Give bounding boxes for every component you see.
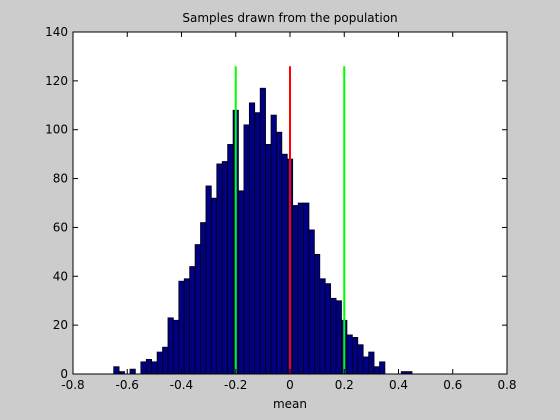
histogram-bar (319, 278, 326, 375)
x-tick-label: 0.8 (497, 378, 516, 392)
histogram-bar (324, 283, 332, 375)
histogram-bar (368, 351, 375, 375)
x-tick-label: -0.4 (170, 378, 193, 392)
x-tick-label: 0.6 (443, 378, 462, 392)
histogram-bar (221, 161, 228, 375)
histogram-bar (362, 356, 370, 375)
histogram-bar (151, 361, 158, 375)
y-tick-label: 20 (53, 318, 68, 332)
histogram-bar (346, 334, 353, 375)
chart-title: Samples drawn from the population (182, 11, 397, 25)
y-tick-label: 60 (53, 220, 68, 234)
histogram-bar (173, 319, 180, 375)
x-tick-label: -0.2 (224, 378, 247, 392)
histogram-bar (254, 112, 261, 375)
histogram-bar (357, 344, 364, 375)
histogram-bar (156, 351, 163, 375)
histogram-bar (129, 368, 136, 375)
histogram-bar (216, 163, 223, 375)
x-tick-label: -0.6 (116, 378, 139, 392)
histogram-bar (178, 280, 185, 375)
histogram-bar (113, 366, 120, 375)
histogram-bar (145, 358, 153, 375)
histogram-bar (276, 131, 283, 375)
x-tick-label: -0.8 (61, 378, 84, 392)
histogram-bar (373, 366, 380, 375)
histogram-bar (335, 300, 342, 375)
histogram-bar (140, 361, 147, 375)
y-tick-label: 40 (53, 269, 68, 283)
x-axis-label: mean (273, 397, 307, 411)
histogram-bar (238, 190, 245, 375)
histogram-bar (292, 205, 299, 375)
x-tick-label: 0.2 (335, 378, 354, 392)
histogram-bar (281, 153, 288, 375)
y-tick-label: 140 (45, 25, 68, 39)
y-tick-label: 80 (53, 172, 68, 186)
histogram-bar (297, 202, 304, 375)
histogram-bar (265, 144, 272, 375)
histogram-bar (162, 346, 169, 375)
reference-lines-layer (234, 66, 346, 374)
histogram-bar (308, 229, 315, 375)
histogram-bar (243, 124, 250, 375)
histogram-bar (210, 197, 218, 375)
y-tick-label: 0 (60, 367, 68, 381)
histogram-bar (227, 144, 234, 375)
histogram-bar (330, 297, 337, 375)
histogram-bar (200, 222, 207, 375)
x-tick-label: 0.4 (389, 378, 408, 392)
histogram-bar (189, 266, 196, 375)
histogram-bar (259, 87, 266, 375)
histogram-bar (303, 202, 310, 375)
histogram-bar (248, 102, 256, 375)
x-tick-label: 0 (286, 378, 294, 392)
histogram-bar (167, 317, 174, 375)
histogram-bar (205, 185, 212, 375)
y-tick-label: 100 (45, 123, 68, 137)
ticks-layer: -0.8 -0.6 -0.4 -0.2 0 0.2 0.4 0.6 0.8 0 20 40 60 80 10… (45, 25, 516, 392)
histogram-bar (194, 244, 201, 375)
histogram-bar (183, 278, 190, 375)
histogram-bar (314, 253, 321, 375)
histogram-bar (379, 361, 386, 375)
histogram-bar (270, 114, 277, 375)
histogram-bar (352, 337, 359, 375)
y-tick-label: 120 (45, 74, 68, 88)
